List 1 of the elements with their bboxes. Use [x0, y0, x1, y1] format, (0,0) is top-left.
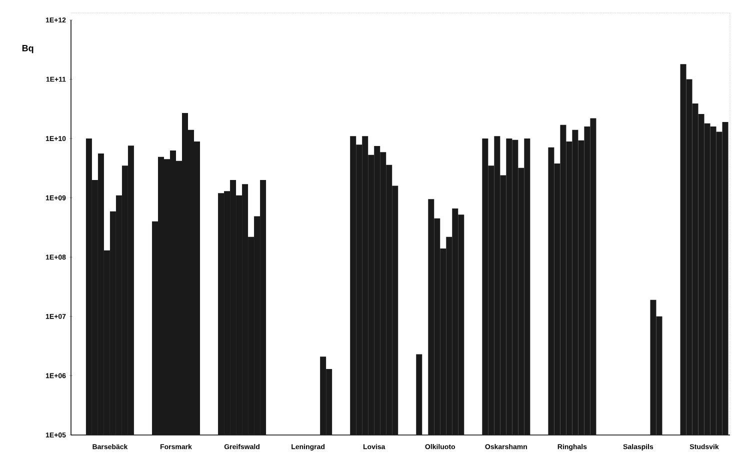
y-axis-title: Bq [22, 45, 34, 54]
